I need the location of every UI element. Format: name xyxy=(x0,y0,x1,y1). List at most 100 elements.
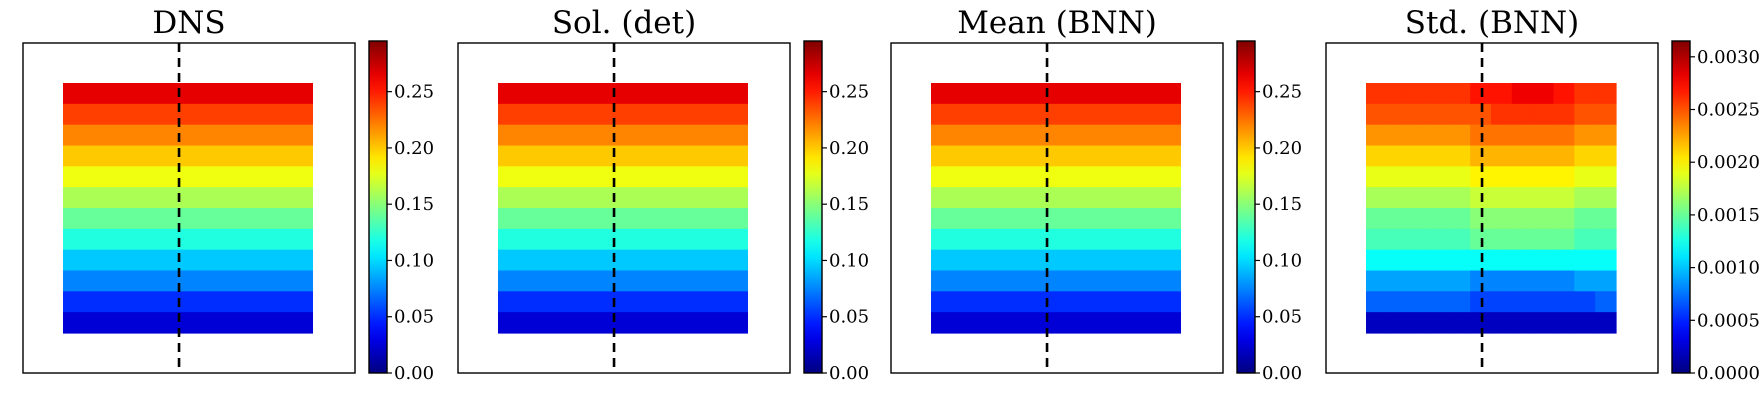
panel-title: Sol. (det) xyxy=(552,5,696,41)
heatmap-row xyxy=(931,291,1181,313)
axes-frame xyxy=(457,42,791,374)
heatmap-cell xyxy=(1386,166,1409,188)
heatmap-cell xyxy=(1366,208,1388,230)
heatmap-row xyxy=(63,187,313,209)
heatmap-cell xyxy=(1595,208,1617,230)
heatmap-cell xyxy=(1386,249,1409,272)
heatmap-cell xyxy=(1449,103,1471,126)
axes-frame xyxy=(1325,42,1659,374)
heatmap-cell xyxy=(1491,145,1513,167)
heatmap-row xyxy=(498,312,748,334)
heatmap-cell xyxy=(1511,312,1534,334)
heatmap-cell xyxy=(1449,291,1471,313)
heatmap-cell xyxy=(1595,103,1617,126)
heatmap-row xyxy=(63,103,313,126)
heatmap-cell xyxy=(1491,291,1513,313)
heatmap-cell xyxy=(1407,166,1430,188)
colorbar-tick-label: 0.15 xyxy=(1262,194,1302,215)
heatmap-cell xyxy=(1532,83,1555,105)
heatmap-cell xyxy=(1553,124,1575,147)
heatmap-row xyxy=(931,228,1181,251)
axes-frame xyxy=(890,42,1224,374)
panel-2: Mean (BNN) 0.00 0.05 0.10 0.15 0.20 0.25 xyxy=(890,5,1302,384)
heatmap-cell xyxy=(1470,166,1492,188)
colorbar-tick-label: 0.25 xyxy=(829,82,869,103)
heatmap-cell xyxy=(1470,208,1492,230)
heatmap-cell xyxy=(1491,83,1513,105)
heatmap-cell xyxy=(1470,312,1492,334)
heatmap-cell xyxy=(1366,228,1388,251)
heatmap-row xyxy=(63,249,313,272)
heatmap-cell xyxy=(1407,312,1430,334)
heatmap-cell xyxy=(1386,270,1409,292)
colorbar-tick-label: 0.0005 xyxy=(1697,310,1760,331)
heatmap-cell xyxy=(1491,228,1513,251)
heatmap-row xyxy=(931,145,1181,167)
heatmap-cell xyxy=(1428,166,1450,188)
heatmap-cell xyxy=(1428,291,1450,313)
heatmap-cell xyxy=(1366,187,1388,209)
colorbar xyxy=(803,40,823,374)
panel-3: Std. (BNN) 0.0000 0.0005 0.0010 0.0015 0.0020… xyxy=(1325,5,1760,384)
heatmap-cell xyxy=(1511,249,1534,272)
heatmap-cell xyxy=(1491,208,1513,230)
heatmap-cell xyxy=(1595,83,1617,105)
heatmap-row xyxy=(931,312,1181,334)
heatmap-row xyxy=(63,270,313,292)
heatmap-cell xyxy=(1511,270,1534,292)
heatmap-cell xyxy=(1553,83,1575,105)
heatmap-cell xyxy=(1366,83,1388,105)
heatmap-cell xyxy=(1491,312,1513,334)
heatmap-row xyxy=(931,187,1181,209)
heatmap-cell xyxy=(1532,145,1555,167)
heatmap-cell xyxy=(1553,312,1575,334)
heatmap-cell xyxy=(1574,291,1596,313)
heatmap-cell xyxy=(1595,270,1617,292)
heatmap-cell xyxy=(1449,228,1471,251)
panel-title: DNS xyxy=(152,5,225,41)
heatmap-cell xyxy=(1511,83,1534,105)
colorbar xyxy=(368,40,388,374)
heatmap-cell xyxy=(1407,83,1430,105)
heatmap-cell xyxy=(1386,103,1409,126)
heatmap-cell xyxy=(1532,270,1555,292)
heatmap-cell xyxy=(1449,270,1471,292)
heatmap-cell xyxy=(1428,187,1450,209)
heatmap-cell xyxy=(1386,145,1409,167)
heatmap-row xyxy=(63,208,313,230)
colorbar-tick-label: 0.0000 xyxy=(1697,363,1760,384)
heatmap-cell xyxy=(1449,312,1471,334)
heatmap-cell xyxy=(1532,291,1555,313)
heatmap-cell xyxy=(1511,166,1534,188)
heatmap-cell xyxy=(1553,249,1575,272)
panel-0: DNS 0.00 0.05 0.10 0.15 0.20 0.25 xyxy=(22,5,434,384)
heatmap-cell xyxy=(1511,208,1534,230)
heatmap-cell xyxy=(1449,208,1471,230)
colorbar-tick-label: 0.00 xyxy=(1262,363,1302,384)
heatmap-cell xyxy=(1449,83,1471,105)
heatmap-cell xyxy=(1574,312,1596,334)
heatmap-cell xyxy=(1407,145,1430,167)
colorbar-tick-label: 0.00 xyxy=(829,363,869,384)
heatmap-row xyxy=(498,166,748,188)
heatmap-cell xyxy=(1491,187,1513,209)
heatmap-cell xyxy=(1553,228,1575,251)
colorbar-tick-label: 0.20 xyxy=(394,138,434,159)
heatmap-cell xyxy=(1407,208,1430,230)
heatmap-cell xyxy=(1491,249,1513,272)
heatmap-cell xyxy=(1532,166,1555,188)
heatmap-cell xyxy=(1407,291,1430,313)
colorbar-tick-label: 0.05 xyxy=(829,307,869,328)
heatmap-cell xyxy=(1574,83,1596,105)
heatmap-cell xyxy=(1407,187,1430,209)
heatmap-cell xyxy=(1595,291,1617,313)
heatmap-cell xyxy=(1407,124,1430,147)
heatmap-cell xyxy=(1449,145,1471,167)
heatmap-cell xyxy=(1532,249,1555,272)
heatmap-cell xyxy=(1574,249,1596,272)
heatmap-cell xyxy=(1511,228,1534,251)
heatmap-row xyxy=(63,83,313,105)
colorbar-tick-label: 0.10 xyxy=(394,250,434,271)
heatmap-row xyxy=(931,208,1181,230)
